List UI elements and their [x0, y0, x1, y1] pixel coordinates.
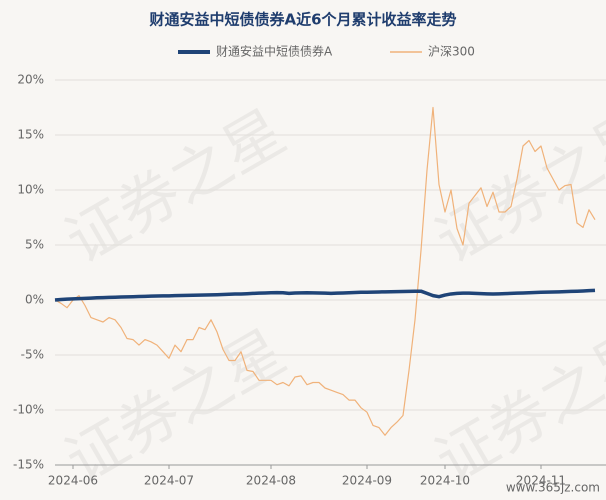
x-tick-label: 2024-08 [246, 474, 296, 488]
x-tick-label: 2024-11 [516, 474, 566, 488]
x-tick-label: 2024-10 [420, 474, 470, 488]
y-tick-label: 20% [17, 73, 44, 87]
legend-label: 财通安益中短债债券A [216, 44, 333, 59]
y-tick-label: 15% [17, 128, 44, 142]
legend: 财通安益中短债债券A 沪深300 [178, 44, 475, 59]
chart-title: 财通安益中短债债券A近6个月累计收益率走势 [149, 11, 456, 29]
y-tick-label: -5% [21, 348, 44, 362]
x-tick-label: 2024-07 [144, 474, 194, 488]
x-tick-label: 2024-09 [342, 474, 392, 488]
source-mark: www.365jz.com [506, 481, 600, 495]
x-tick-label: 2024-06 [48, 474, 98, 488]
series-line [54, 106, 596, 436]
series-line [54, 288, 596, 302]
y-tick-label: 0% [25, 293, 44, 307]
y-tick-label: -10% [13, 403, 44, 417]
legend-label: 沪深300 [428, 45, 475, 59]
y-tick-label: 5% [25, 238, 44, 252]
y-tick-label: -15% [13, 458, 44, 472]
y-tick-label: 10% [17, 183, 44, 197]
